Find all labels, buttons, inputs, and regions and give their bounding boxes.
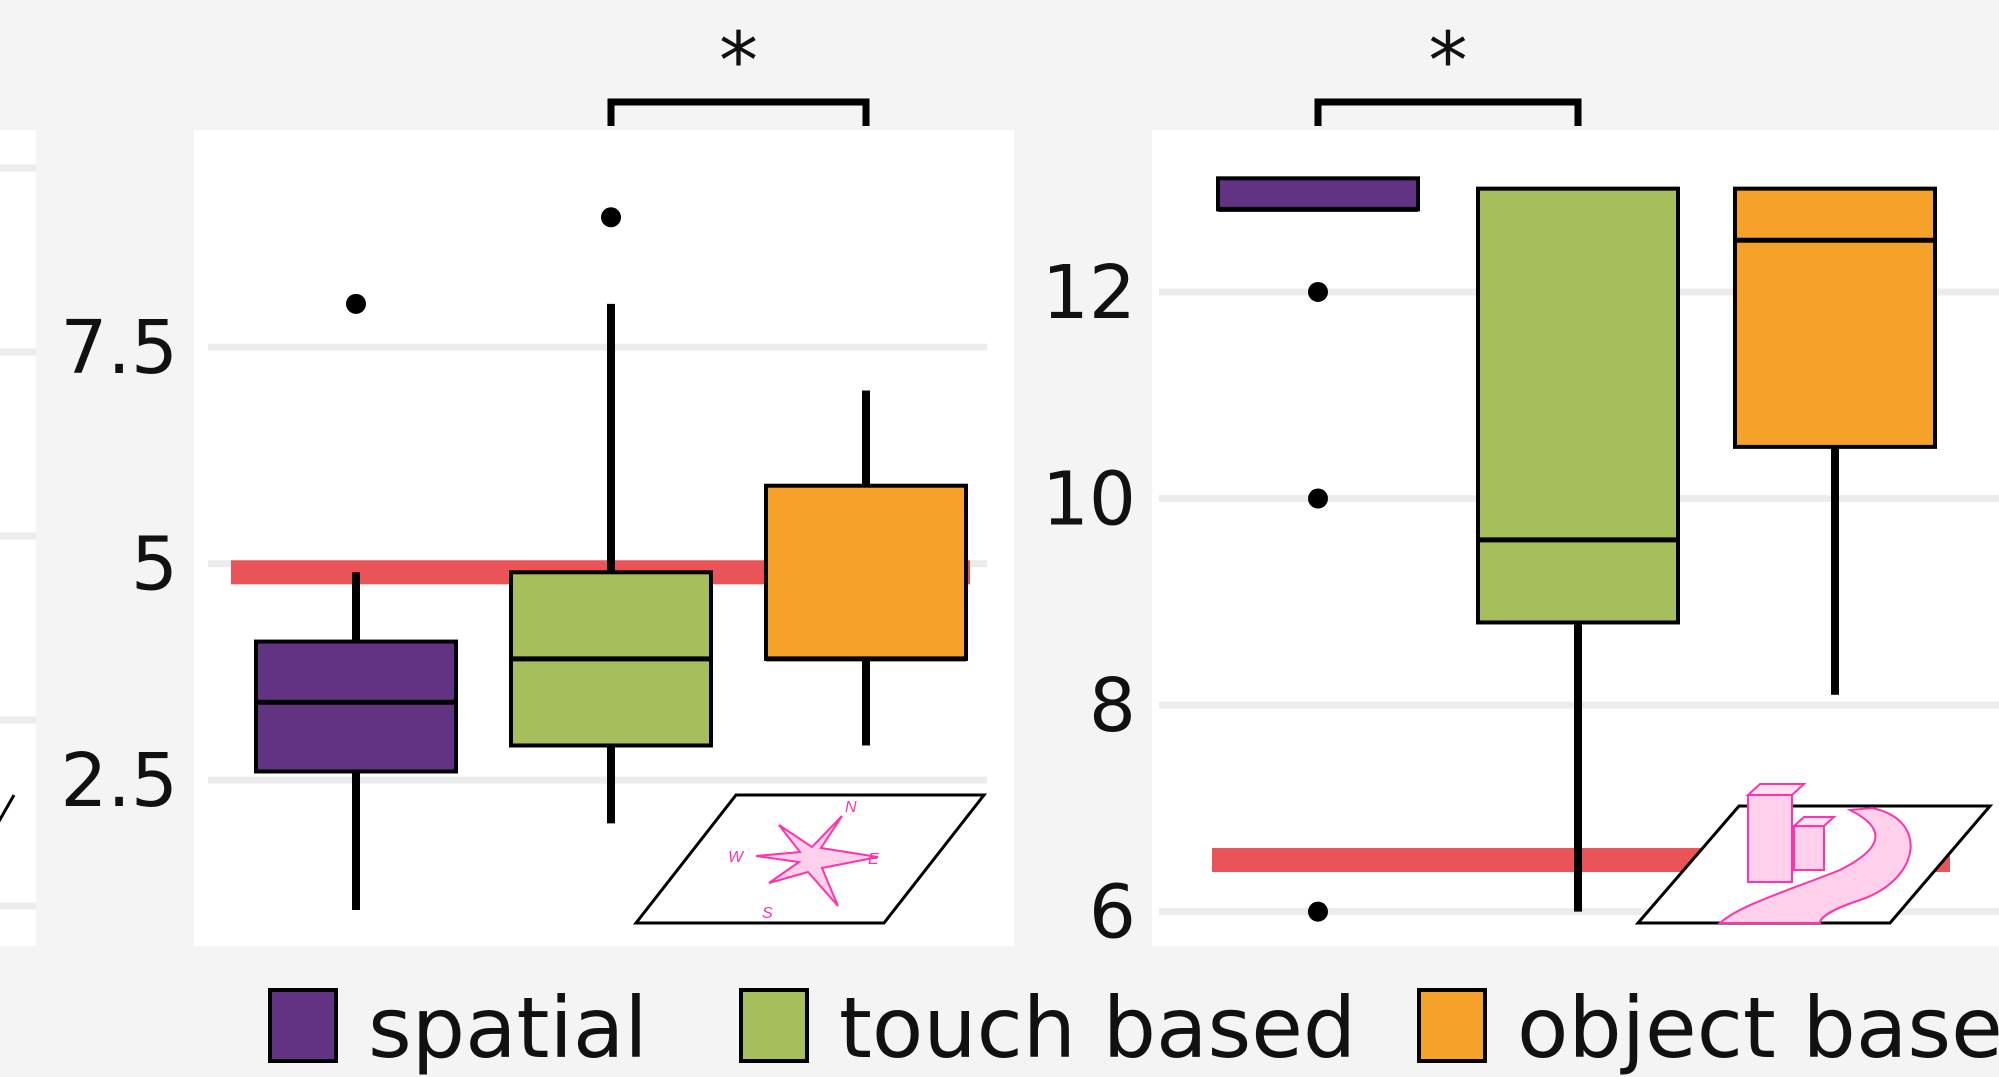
legend-label-touch-based: touch based (839, 979, 1357, 1077)
panel-2-touch-based-box (1476, 186, 1680, 625)
legend-item-object-based: object based (1417, 979, 1999, 1077)
legend-item-spatial: spatial (268, 979, 648, 1077)
panel-2-spatial-box (1216, 176, 1420, 212)
panel-1-touch-based-outlier (601, 207, 621, 228)
legend-swatch-object-based (1417, 988, 1487, 1063)
compass-rose-icon: N E S W (632, 793, 988, 925)
panel-2-significance: * (1314, 17, 1582, 126)
compass-letter-w: W (728, 849, 745, 866)
panel-2-y-tick-label: 6 (1089, 870, 1136, 956)
compass-letter-n: N (845, 799, 857, 816)
city-building-small (1793, 825, 1825, 871)
legend-swatch-touch-based (739, 988, 809, 1063)
legend-swatch-spatial (268, 988, 338, 1063)
legend-item-touch-based: touch based (739, 979, 1357, 1077)
compass-letter-e: E (868, 851, 879, 868)
panel-1-y-tick-label: 5 (131, 522, 178, 608)
panel-1-significance-star: * (719, 17, 758, 107)
panel-2-y-tick-label: 8 (1089, 663, 1136, 749)
panel-2-spatial-outlier (1308, 281, 1328, 302)
box-plot-panel-1: 2.5 5 7.5 N E S W * (60, 17, 1014, 946)
box-plot-panel-2: 6 8 10 12 * (1042, 17, 1999, 956)
legend-label-object-based: object based (1517, 979, 1999, 1077)
panel-1-boxes (254, 207, 968, 910)
city-road (1717, 806, 1912, 924)
buildings-road-icon (1634, 783, 1994, 925)
legend-label-spatial: spatial (368, 979, 648, 1077)
panel-2-significance-star: * (1429, 17, 1468, 107)
compass-letter-s: S (762, 905, 773, 922)
panel-1-significance: * (607, 17, 870, 126)
left-cut-panel (0, 130, 36, 946)
panel-1-y-tick-label: 7.5 (60, 305, 178, 391)
legend: spatial touch based object based (0, 970, 1999, 1070)
panel-2-y-tick-labels: 6 8 10 12 (1042, 250, 1136, 956)
panel-1-y-tick-label: 2.5 (60, 738, 178, 824)
panel-2-object-based-box (1733, 186, 1937, 449)
panel-1-y-tick-labels: 2.5 5 7.5 (60, 305, 178, 824)
city-building-tall (1747, 794, 1793, 883)
city-building-small-roof (1791, 816, 1837, 827)
panel-1-object-based-box (764, 483, 968, 661)
panel-2-significance-bracket (1314, 98, 1582, 126)
panel-2-spatial-outlier (1308, 488, 1328, 509)
panel-1-significance-bracket (607, 98, 870, 126)
panel-2-y-tick-label: 10 (1042, 457, 1136, 543)
panel-2-boxes (1216, 176, 1937, 922)
panel-1-spatial-outlier (346, 293, 366, 314)
left-cut-icon-edge (0, 794, 16, 823)
panel-1-spatial-box (254, 639, 458, 774)
panel-2-y-tick-label: 12 (1042, 250, 1136, 336)
city-building-tall-roof (1745, 783, 1807, 796)
panel-2-spatial-outlier (1308, 901, 1328, 922)
compass-star (755, 815, 879, 907)
